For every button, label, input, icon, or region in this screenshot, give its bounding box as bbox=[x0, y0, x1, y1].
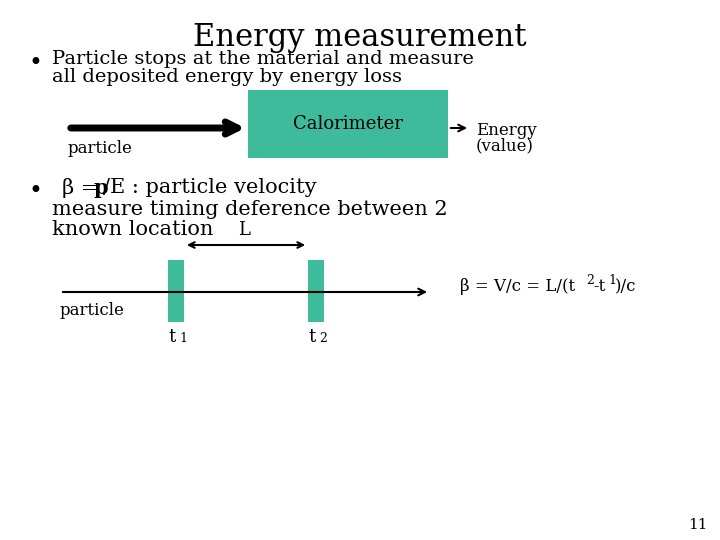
Text: t: t bbox=[308, 328, 315, 346]
Text: p: p bbox=[93, 178, 107, 198]
Text: particle: particle bbox=[68, 140, 133, 157]
Text: /E : particle velocity: /E : particle velocity bbox=[103, 178, 317, 197]
Bar bbox=[248, 90, 448, 158]
Text: •: • bbox=[28, 52, 42, 75]
Text: β = V/c = L/(t: β = V/c = L/(t bbox=[460, 278, 575, 295]
Text: -t: -t bbox=[593, 278, 606, 295]
Text: 2: 2 bbox=[586, 274, 594, 287]
Text: Energy: Energy bbox=[476, 122, 536, 139]
Text: t: t bbox=[168, 328, 175, 346]
Text: •: • bbox=[28, 180, 42, 203]
Text: 1: 1 bbox=[179, 332, 187, 345]
Text: L: L bbox=[238, 221, 250, 239]
Bar bbox=[168, 260, 184, 322]
Text: known location: known location bbox=[52, 220, 213, 239]
Text: 11: 11 bbox=[688, 518, 708, 532]
Text: β =: β = bbox=[62, 178, 105, 198]
Text: Energy measurement: Energy measurement bbox=[193, 22, 527, 53]
Text: measure timing deference between 2: measure timing deference between 2 bbox=[52, 200, 448, 219]
Text: 2: 2 bbox=[319, 332, 327, 345]
Text: Particle stops at the material and measure: Particle stops at the material and measu… bbox=[52, 50, 474, 68]
Text: (value): (value) bbox=[476, 137, 534, 154]
Text: particle: particle bbox=[60, 302, 125, 319]
Text: 1: 1 bbox=[608, 274, 616, 287]
Text: )/c: )/c bbox=[615, 278, 636, 295]
Text: all deposited energy by energy loss: all deposited energy by energy loss bbox=[52, 68, 402, 86]
Bar bbox=[308, 260, 324, 322]
Text: Calorimeter: Calorimeter bbox=[293, 115, 403, 133]
